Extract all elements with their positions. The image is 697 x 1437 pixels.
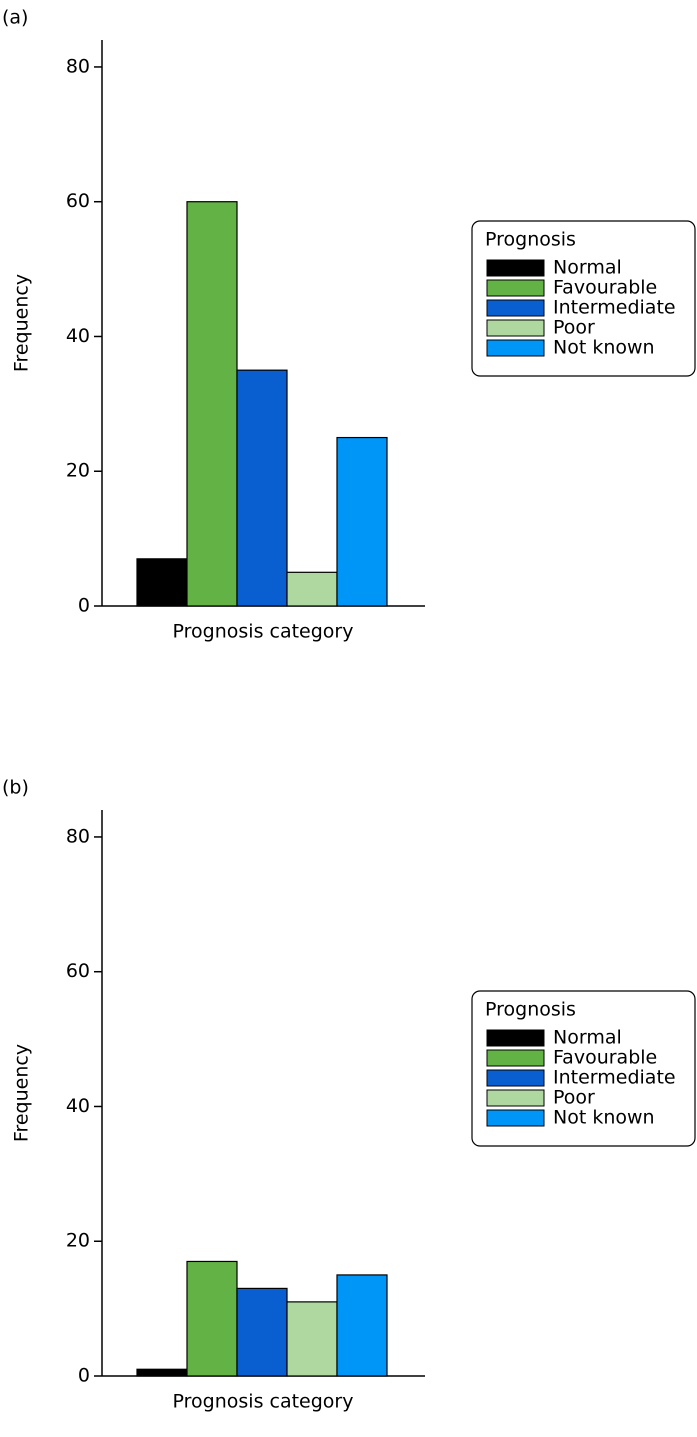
bar	[136, 558, 188, 607]
panel-label: (b)	[2, 777, 29, 799]
bar	[186, 1260, 238, 1377]
legend-swatch	[486, 1089, 545, 1107]
y-tick-label: 80	[66, 55, 90, 77]
legend-label: Normal	[553, 1027, 622, 1049]
y-tick-label: 60	[66, 960, 90, 982]
legend-label: Not known	[553, 1107, 655, 1129]
bar	[236, 369, 288, 607]
legend-label: Intermediate	[553, 297, 676, 319]
x-axis-label: Prognosis category	[173, 1391, 354, 1413]
legend-swatch	[486, 339, 545, 357]
bar	[286, 571, 338, 607]
y-tick-label: 20	[66, 460, 90, 482]
bar	[236, 1287, 288, 1377]
x-axis-label: Prognosis category	[173, 621, 354, 643]
y-tick-label: 40	[66, 1095, 90, 1117]
legend-swatch	[486, 1029, 545, 1047]
legend-label: Poor	[553, 1087, 595, 1109]
legend-label: Favourable	[553, 277, 657, 299]
y-tick-label: 0	[78, 1365, 90, 1387]
legend-label: Favourable	[553, 1047, 657, 1069]
panel-label: (a)	[2, 7, 28, 29]
bar	[286, 1301, 338, 1377]
legend-swatch	[486, 1069, 545, 1087]
y-tick-label: 40	[66, 325, 90, 347]
bar	[186, 201, 238, 607]
legend-swatch	[486, 259, 545, 277]
legend-swatch	[486, 279, 545, 297]
legend-label: Normal	[553, 257, 622, 279]
legend-swatch	[486, 299, 545, 317]
legend-title: Prognosis	[485, 229, 576, 251]
bar	[336, 436, 388, 607]
y-axis-label: Frequency	[11, 274, 33, 372]
y-tick-label: 20	[66, 1230, 90, 1252]
legend-title: Prognosis	[485, 999, 576, 1021]
legend-label: Intermediate	[553, 1067, 676, 1089]
legend-swatch	[486, 319, 545, 337]
y-tick-label: 60	[66, 190, 90, 212]
y-axis-label: Frequency	[11, 1044, 33, 1142]
y-tick-label: 80	[66, 825, 90, 847]
legend-label: Not known	[553, 337, 655, 359]
legend-swatch	[486, 1049, 545, 1067]
y-tick-label: 0	[78, 595, 90, 617]
bar	[136, 1368, 188, 1377]
legend-swatch	[486, 1109, 545, 1127]
bar	[336, 1274, 388, 1377]
legend-label: Poor	[553, 317, 595, 339]
